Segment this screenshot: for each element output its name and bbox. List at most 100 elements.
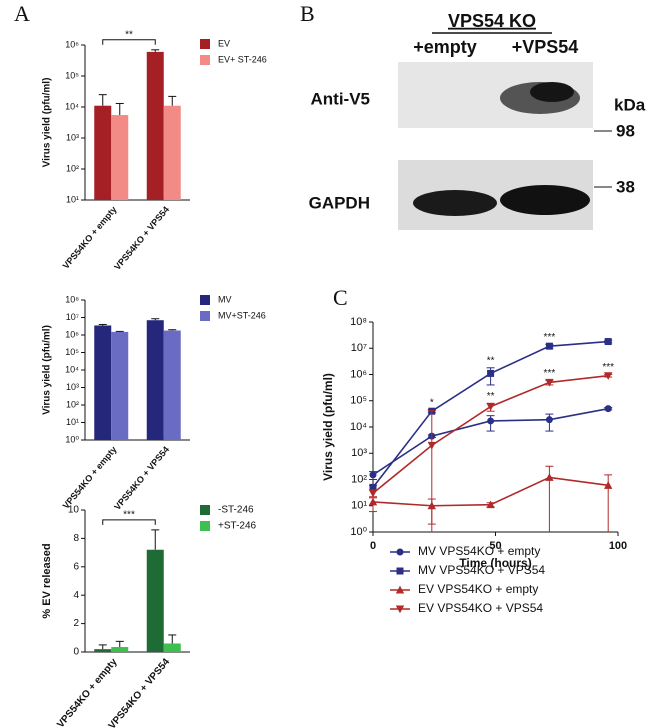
legend-swatch [200,505,210,515]
legend-swatch [200,295,210,305]
y-tick-label: 10⁵ [350,395,367,407]
legend-label: EV VPS54KO + VPS54 [418,601,543,615]
blot-band [413,190,497,216]
point [368,489,378,498]
significance-label: *** [544,332,556,343]
point [604,338,612,346]
x-axis-label: Time (hours) [459,556,531,570]
significance-label: *** [544,368,556,379]
y-tick-label: 10⁸ [65,294,79,304]
marker-label: 38 [616,177,635,196]
point [396,548,404,556]
point [427,441,436,450]
legend-label: EV [218,38,230,48]
x-tick-label: 100 [609,540,627,552]
y-tick-label: 10⁴ [65,101,79,111]
y-tick-label: 10⁶ [350,368,367,380]
point [486,403,495,411]
lane-label: +VPS54 [512,37,579,57]
blot-band [530,82,574,102]
x-tick-label: VPS54KO + empty [61,204,119,270]
y-tick-label: 10⁷ [351,342,367,354]
significance-label: *** [602,362,614,373]
bar [94,649,112,652]
legend-swatch [200,39,210,49]
bar [146,51,164,200]
legend-label: +ST-246 [218,521,257,532]
y-tick-label: 10⁴ [350,421,367,433]
x-tick-label: 0 [370,540,376,552]
bar [163,643,181,652]
point [545,473,554,481]
row-label: Anti-V5 [311,89,371,108]
point [604,372,613,380]
marker-label: 98 [616,121,635,140]
point [368,497,378,506]
significance-label: * [430,397,434,408]
y-axis-label: Virus yield (pfu/ml) [42,78,53,168]
point [604,481,613,489]
legend-swatch [200,311,210,321]
bar [163,330,181,440]
y-tick-label: 10³ [66,382,79,392]
y-tick-label: 10⁰ [350,526,367,538]
y-tick-label: 10⁵ [65,70,79,80]
x-tick-label: 50 [489,540,501,552]
panel-letter: C [333,285,348,310]
y-axis-label: Virus yield (pfu/ml) [42,325,53,415]
legend-swatch [200,521,210,531]
bar [94,325,112,440]
y-tick-label: 10⁸ [350,316,367,328]
point [395,605,405,614]
significance-bracket [102,39,156,45]
legend-label: MV+ST-246 [218,310,266,320]
y-tick-label: 10³ [66,132,79,142]
y-tick-label: 10¹ [66,417,79,427]
legend-label: EV VPS54KO + empty [418,582,538,596]
legend-label: MV VPS54KO + empty [418,544,540,558]
y-tick-label: 10 [68,505,80,516]
lane-label: +empty [413,37,477,57]
x-tick-label: VPS54KO + VPS54 [112,204,171,272]
y-tick-label: 10⁷ [66,312,79,322]
point [487,417,495,425]
western-blot: VPS54 KO +empty +VPS54 Anti-V5 GAPDH kDa… [309,11,646,230]
y-tick-label: 6 [73,561,79,572]
blot-band [500,185,590,215]
blot-title: VPS54 KO [448,11,536,31]
y-tick-label: 10⁵ [65,347,79,357]
x-tick-label: VPS54KO + empty [55,656,120,728]
bar [163,105,181,200]
panel-letter: B [300,1,315,26]
significance-label: *** [123,510,135,521]
y-tick-label: 10² [351,473,367,485]
point [369,483,377,491]
point [545,342,553,350]
significance-bracket [102,519,156,525]
point [395,585,405,594]
legend-label: MV VPS54KO + VPS54 [418,563,545,577]
bar [94,105,112,200]
legend-label: MV [218,294,232,304]
point [545,416,553,424]
legend-swatch [200,55,210,65]
y-tick-label: 10¹ [351,500,367,512]
y-axis-label: Virus yield (pfu/ml) [321,373,335,481]
y-tick-label: 10² [66,163,79,173]
bar [146,320,164,440]
significance-label: ** [487,355,495,366]
point [545,378,554,387]
panel-letter: A [14,1,30,26]
significance-label: ** [487,391,495,402]
significance-label: ** [125,29,133,40]
bar [111,647,129,652]
y-tick-label: 8 [73,533,79,544]
y-tick-label: 0 [73,647,79,658]
bar [111,115,129,200]
y-tick-label: 10⁶ [65,329,79,339]
y-tick-label: 10³ [351,447,367,459]
legend-label: -ST-246 [218,505,254,516]
point [487,369,495,377]
y-tick-label: 10² [66,399,79,409]
